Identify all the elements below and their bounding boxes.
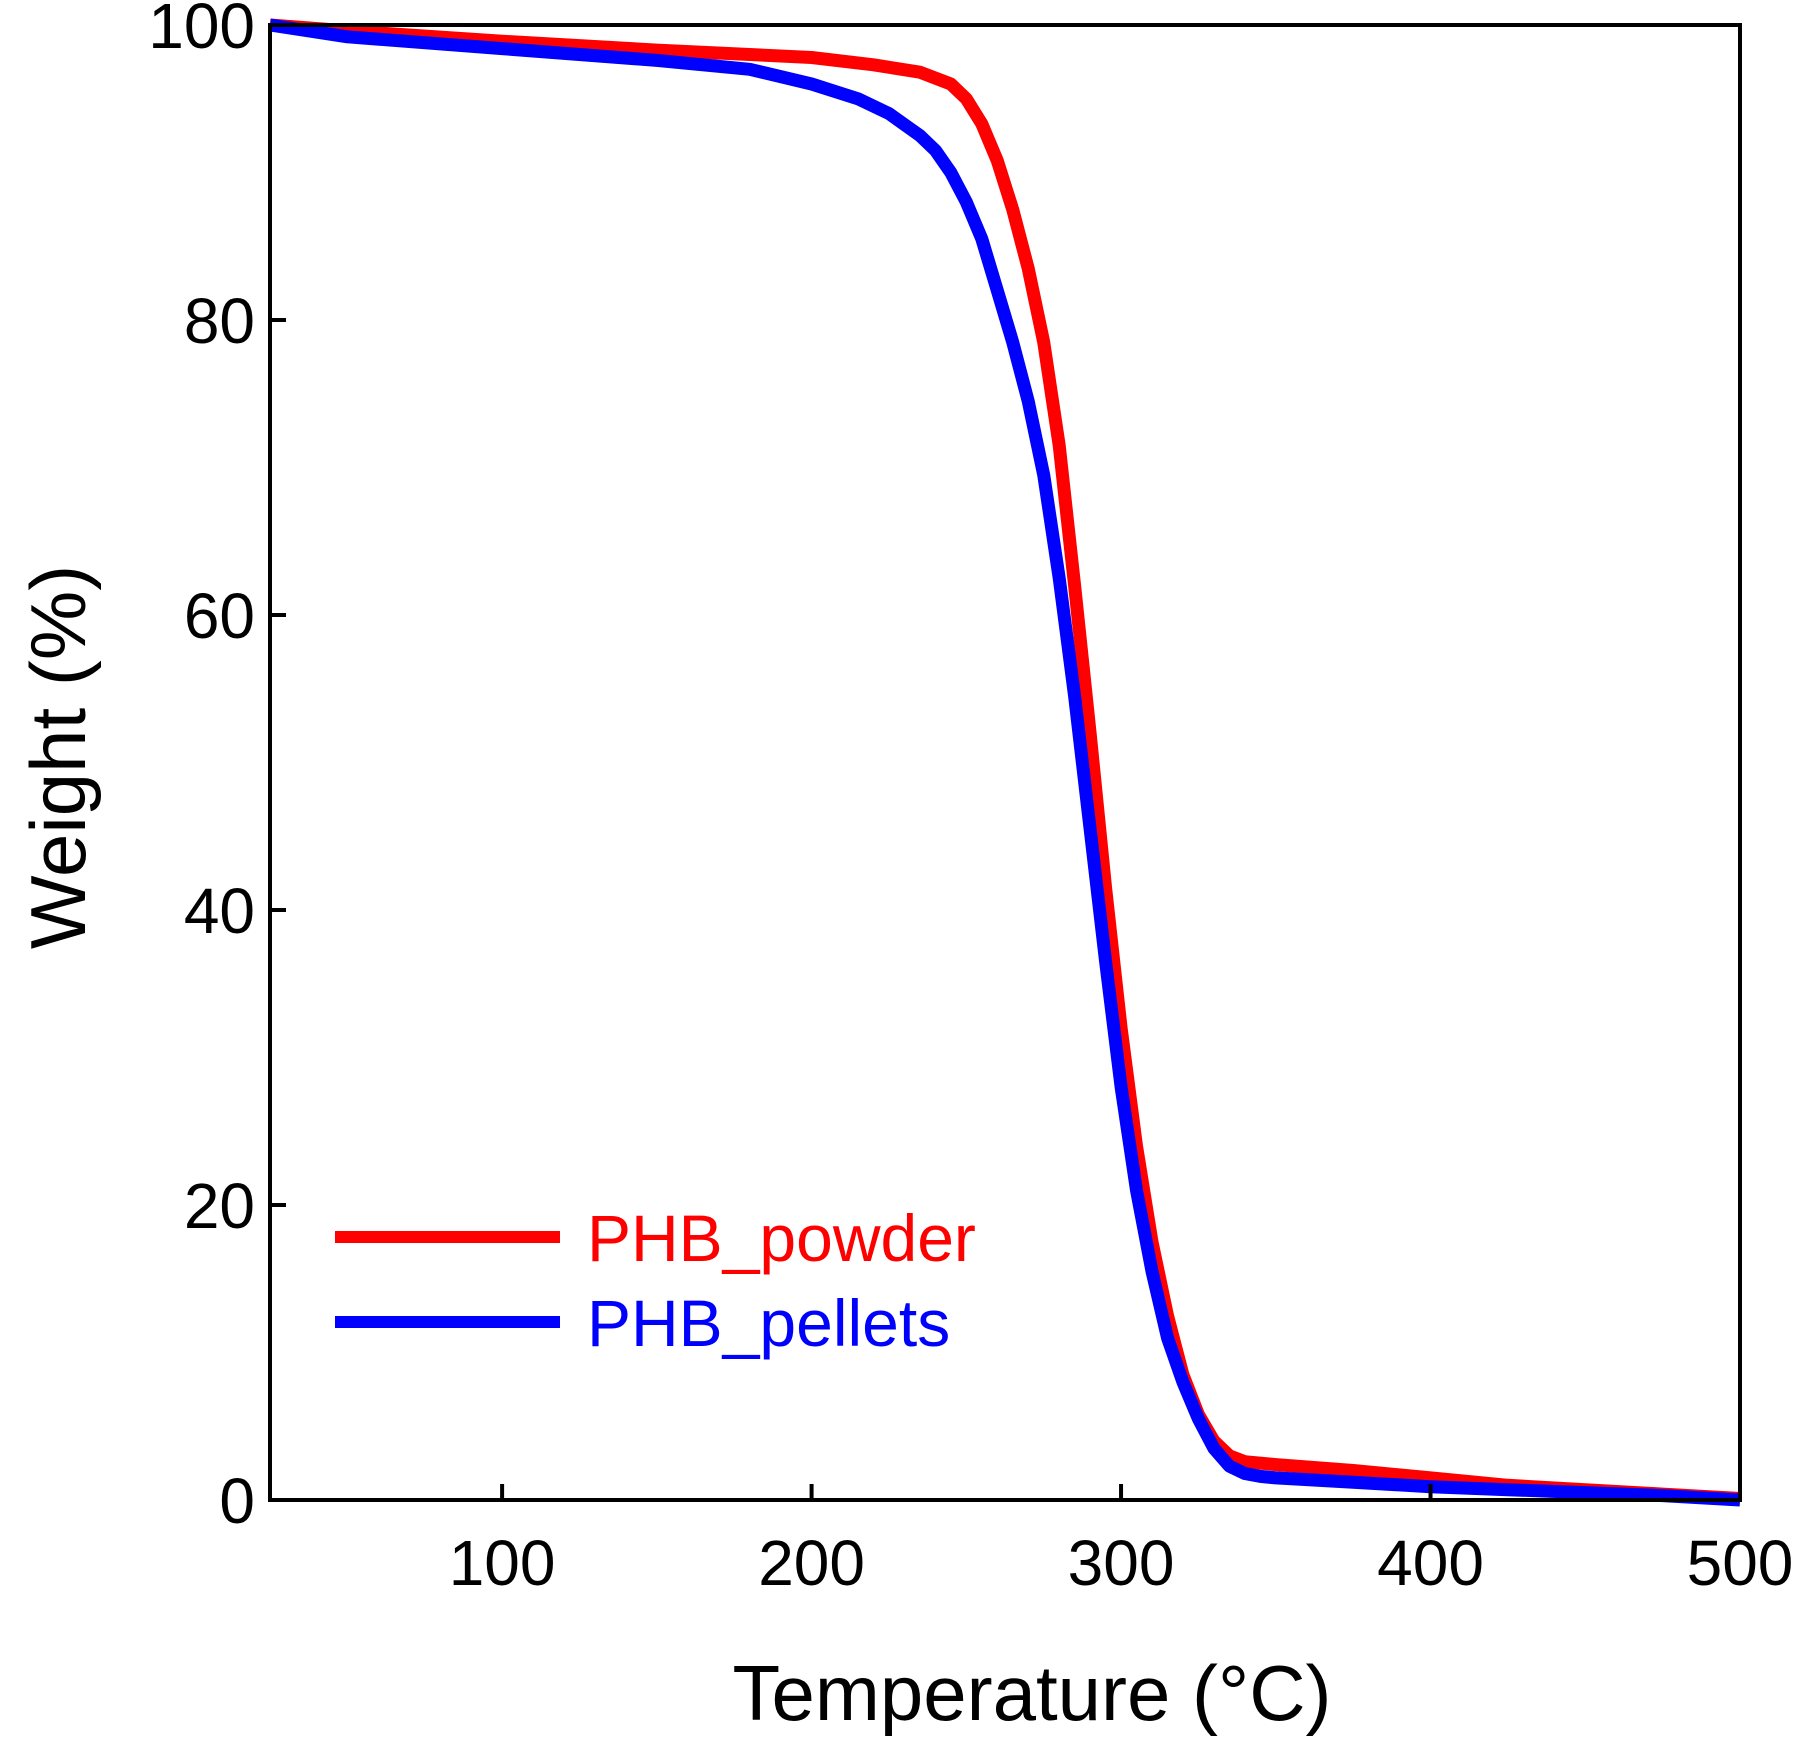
x-tick-label: 500: [1687, 1527, 1794, 1599]
y-axis-ticks: 0 20 40 60 80 100: [148, 0, 286, 1537]
x-axis-ticks: 100 200 300 400 500: [449, 1484, 1794, 1599]
legend-label-phb-powder: PHB_powder: [587, 1201, 976, 1275]
x-tick-label: 300: [1068, 1527, 1175, 1599]
legend: PHB_powder PHB_pellets: [335, 1201, 976, 1360]
y-tick-label: 100: [148, 0, 255, 62]
y-tick-label: 40: [184, 875, 255, 947]
y-tick-label: 60: [184, 580, 255, 652]
x-tick-label: 200: [758, 1527, 865, 1599]
x-tick-label: 100: [449, 1527, 556, 1599]
y-tick-label: 20: [184, 1170, 255, 1242]
x-axis-label: Temperature (°C): [732, 1649, 1331, 1737]
x-tick-label: 400: [1377, 1527, 1484, 1599]
y-tick-label: 0: [219, 1465, 255, 1537]
series-line-phb-pellets: [269, 18, 1741, 1507]
series-layer: [269, 18, 1741, 1507]
plot-frame: [268, 23, 1742, 1502]
legend-label-phb-pellets: PHB_pellets: [587, 1286, 950, 1360]
y-tick-label: 80: [184, 285, 255, 357]
y-axis-label: Weight (%): [14, 565, 102, 949]
series-line-phb-powder: [269, 18, 1741, 1505]
